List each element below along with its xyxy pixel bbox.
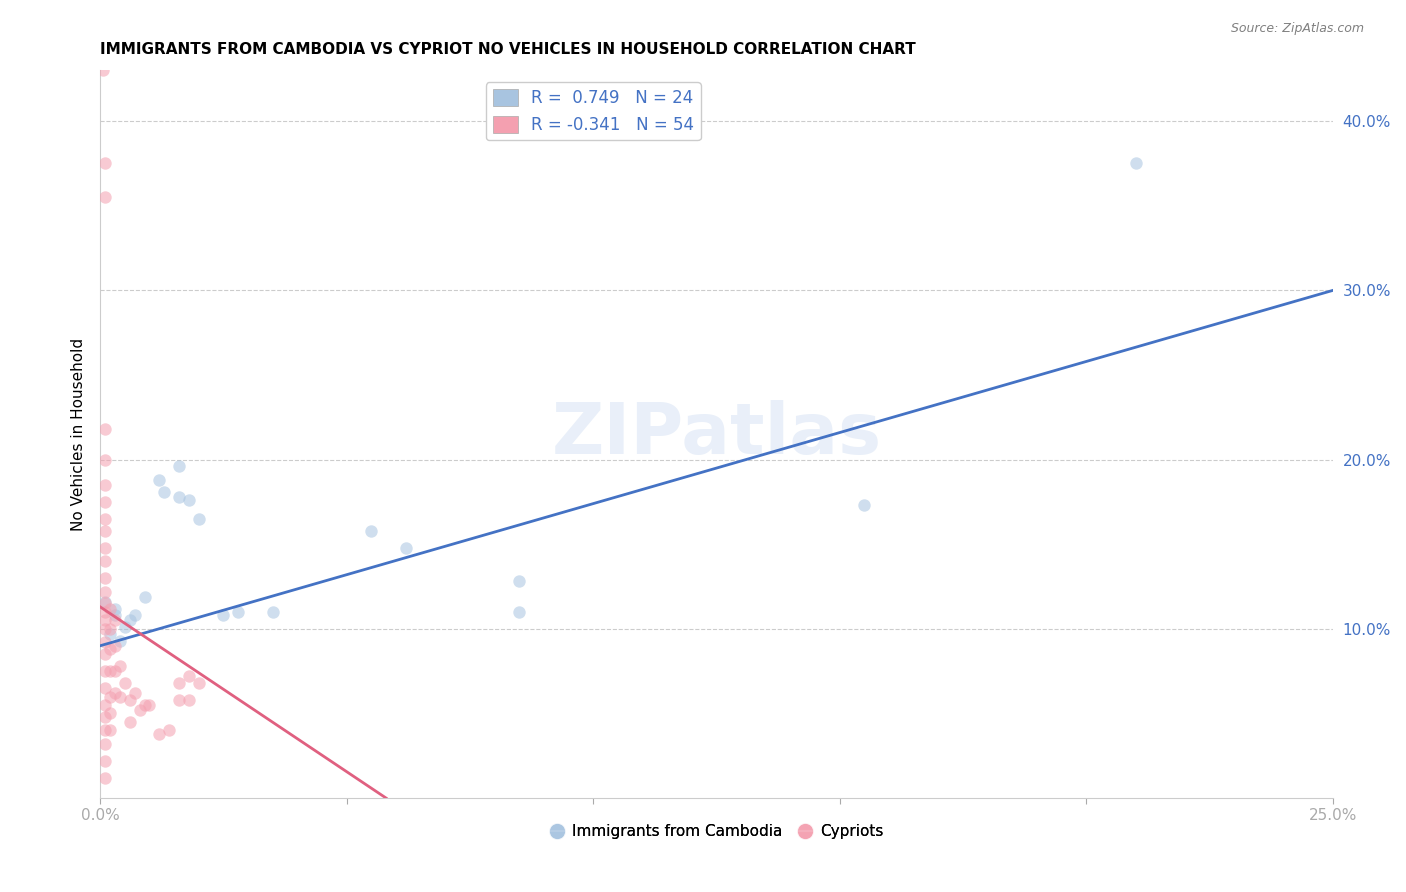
Point — [94, 698, 117, 712]
Point — [153, 484, 176, 499]
Y-axis label: No Vehicles in Household: No Vehicles in Household — [72, 338, 86, 531]
Point — [167, 490, 190, 504]
Point — [187, 512, 209, 526]
Text: IMMIGRANTS FROM CAMBODIA VS CYPRIOT NO VEHICLES IN HOUSEHOLD CORRELATION CHART: IMMIGRANTS FROM CAMBODIA VS CYPRIOT NO V… — [100, 42, 915, 57]
Point — [104, 608, 127, 623]
Point — [98, 627, 121, 641]
Point — [114, 676, 136, 690]
Point — [94, 635, 117, 649]
Point — [360, 524, 382, 538]
Point — [94, 647, 117, 661]
Point — [104, 639, 127, 653]
Point — [177, 693, 200, 707]
Point — [98, 601, 121, 615]
Point — [853, 498, 876, 512]
Point — [177, 493, 200, 508]
Point — [108, 659, 131, 673]
Point — [94, 524, 117, 538]
Point — [124, 608, 146, 623]
Point — [94, 597, 117, 611]
Point — [94, 478, 117, 492]
Point — [94, 541, 117, 555]
Point — [118, 714, 141, 729]
Point — [94, 664, 117, 678]
Point — [94, 754, 117, 768]
Point — [395, 541, 418, 555]
Point — [167, 459, 190, 474]
Point — [94, 613, 117, 627]
Point — [134, 590, 156, 604]
Text: ZIPatlas: ZIPatlas — [551, 400, 882, 468]
Point — [148, 473, 170, 487]
Point — [104, 664, 127, 678]
Point — [108, 633, 131, 648]
Point — [262, 605, 284, 619]
Point — [94, 737, 117, 751]
Point — [167, 676, 190, 690]
Point — [94, 512, 117, 526]
Point — [212, 608, 235, 623]
Point — [108, 690, 131, 704]
Point — [94, 571, 117, 585]
Point — [157, 723, 180, 738]
Legend: Immigrants from Cambodia, Cypriots: Immigrants from Cambodia, Cypriots — [543, 818, 890, 845]
Point — [226, 605, 249, 619]
Point — [98, 706, 121, 721]
Point — [118, 693, 141, 707]
Point — [98, 622, 121, 636]
Point — [94, 710, 117, 724]
Point — [104, 613, 127, 627]
Point — [1125, 156, 1147, 170]
Point — [94, 554, 117, 568]
Point — [98, 690, 121, 704]
Point — [91, 63, 114, 78]
Point — [148, 727, 170, 741]
Point — [94, 605, 117, 619]
Point — [98, 642, 121, 657]
Point — [128, 703, 150, 717]
Point — [104, 601, 127, 615]
Point — [94, 723, 117, 738]
Point — [104, 686, 127, 700]
Point — [98, 723, 121, 738]
Text: Source: ZipAtlas.com: Source: ZipAtlas.com — [1230, 22, 1364, 36]
Point — [124, 686, 146, 700]
Point — [98, 664, 121, 678]
Point — [94, 190, 117, 204]
Point — [94, 422, 117, 436]
Point — [94, 681, 117, 695]
Point — [94, 156, 117, 170]
Point — [167, 693, 190, 707]
Point — [138, 698, 160, 712]
Point — [94, 584, 117, 599]
Point — [508, 574, 530, 589]
Point — [94, 595, 117, 609]
Point — [187, 676, 209, 690]
Point — [94, 771, 117, 785]
Point — [134, 698, 156, 712]
Point — [118, 613, 141, 627]
Point — [114, 620, 136, 634]
Point — [177, 669, 200, 683]
Point — [94, 622, 117, 636]
Point — [508, 605, 530, 619]
Point — [94, 452, 117, 467]
Point — [94, 495, 117, 509]
